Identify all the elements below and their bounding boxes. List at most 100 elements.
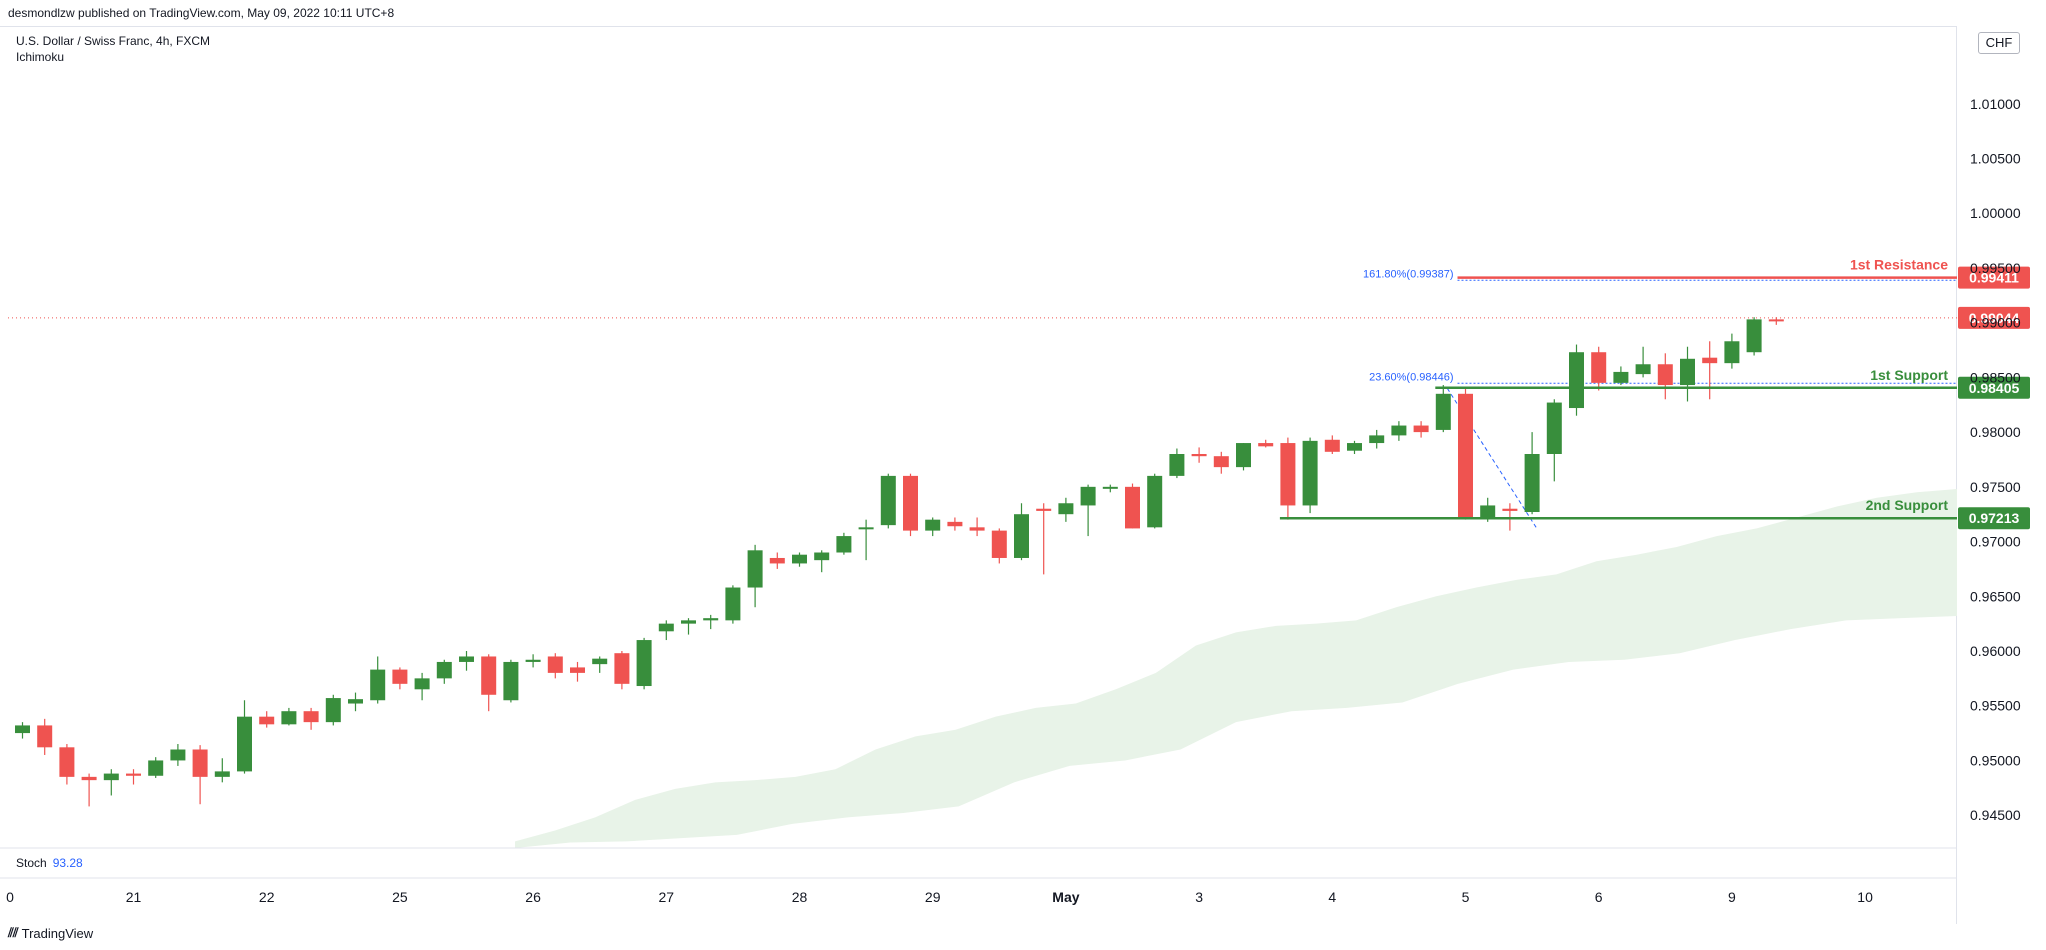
candle xyxy=(59,744,75,785)
candle-body xyxy=(1014,514,1029,558)
y-tick-label: 0.94500 xyxy=(1970,807,2021,823)
y-tick-label: 0.96000 xyxy=(1970,643,2021,659)
candle-body xyxy=(148,760,164,776)
candle xyxy=(814,550,830,573)
indicator-legend[interactable]: Ichimoku xyxy=(16,50,65,64)
candle xyxy=(903,473,918,537)
candle xyxy=(1546,399,1562,482)
candle-body xyxy=(547,656,563,673)
candle xyxy=(459,651,474,671)
candle xyxy=(37,718,53,755)
level-label: 1st Resistance xyxy=(1850,257,1948,273)
fib-lines: 161.80%(0.99387) 23.60%(0.98446) xyxy=(1363,268,1957,528)
footer-brand[interactable]: ⫽⫽ TradingView xyxy=(8,925,93,941)
candle-body xyxy=(1524,454,1540,513)
candle xyxy=(525,654,541,668)
stoch-value: 93.28 xyxy=(52,856,83,870)
candle xyxy=(1391,421,1407,441)
candle-body xyxy=(192,749,208,777)
x-tick-label: 21 xyxy=(126,889,142,905)
candle xyxy=(1524,432,1540,515)
candle-body xyxy=(1169,454,1185,476)
candle xyxy=(325,694,341,726)
candle-body xyxy=(1680,358,1695,386)
level-label: 2nd Support xyxy=(1866,497,1949,513)
candle-body xyxy=(614,653,630,684)
candle-body xyxy=(969,527,985,531)
candle xyxy=(769,552,785,569)
candle xyxy=(636,637,652,690)
candle-body xyxy=(991,530,1007,558)
candle-body xyxy=(792,554,807,564)
time-axis: 0 21 22 25 26 27 28 29 May 3 4 5 6 9 10 xyxy=(6,889,1873,905)
y-tick-label: 0.95500 xyxy=(1970,698,2021,714)
x-tick-label: 25 xyxy=(392,889,408,905)
x-tick-label: 3 xyxy=(1195,889,1203,905)
candle xyxy=(703,614,719,630)
candle xyxy=(214,758,230,783)
y-tick-label: 1.00500 xyxy=(1970,151,2021,167)
candle-body xyxy=(725,587,741,621)
candle xyxy=(1125,483,1140,529)
candle-body xyxy=(1213,456,1229,468)
candle xyxy=(481,654,497,712)
candle-body xyxy=(1546,402,1562,454)
candle xyxy=(1036,503,1052,575)
candle xyxy=(1191,447,1207,463)
symbol-legend[interactable]: U.S. Dollar / Swiss Franc, 4h, FXCM xyxy=(16,34,211,48)
candle xyxy=(1324,435,1340,454)
candle xyxy=(658,620,674,641)
candle xyxy=(1147,473,1163,529)
candle xyxy=(592,656,608,673)
candle-body xyxy=(1413,425,1429,433)
candle-body xyxy=(769,557,785,564)
x-tick-label: 4 xyxy=(1328,889,1336,905)
x-tick-label: 9 xyxy=(1728,889,1736,905)
candle xyxy=(303,707,319,730)
candle xyxy=(1591,346,1607,391)
candle-body xyxy=(858,527,874,530)
candle-body xyxy=(1746,319,1762,353)
price-chart[interactable]: 161.80%(0.99387) 23.60%(0.98446) 1st Resi… xyxy=(0,0,2046,924)
candle-body xyxy=(947,521,963,527)
published-caption: desmondlzw published on TradingView.com,… xyxy=(8,6,395,20)
currency-button[interactable]: CHF xyxy=(1978,32,2020,54)
candle-body xyxy=(1080,486,1096,506)
fib-label: 23.60%(0.98446) xyxy=(1369,371,1453,383)
candle-body xyxy=(681,620,696,624)
candle-body xyxy=(214,771,230,777)
candle xyxy=(969,517,985,537)
candle-body xyxy=(392,669,408,684)
candle xyxy=(170,744,186,766)
candle-body xyxy=(281,711,297,725)
candle xyxy=(148,757,164,778)
candle xyxy=(836,532,852,555)
candle xyxy=(792,552,807,567)
candle-body xyxy=(703,618,719,621)
candle xyxy=(436,659,452,684)
candle-body xyxy=(237,716,252,772)
candle xyxy=(1169,448,1185,479)
level-price-tag xyxy=(1958,266,2030,289)
stoch-legend[interactable]: Stoch 93.28 xyxy=(16,856,83,870)
y-tick-label: 0.96500 xyxy=(1970,588,2021,604)
candle xyxy=(1369,429,1385,449)
levels: 1st Resistance 0.99411 1st Support 0.98405 2… xyxy=(8,257,2030,530)
candle-body xyxy=(37,725,53,748)
candle xyxy=(570,661,585,682)
candles xyxy=(15,317,1784,807)
candle xyxy=(1213,451,1229,474)
candle xyxy=(281,707,297,726)
candle xyxy=(81,773,97,807)
level-price-text: 0.99411 xyxy=(1969,270,2019,286)
current-price-text: 0.99044 xyxy=(1969,310,2020,326)
candle-body xyxy=(903,475,918,531)
candle xyxy=(1768,317,1784,325)
candle xyxy=(1080,484,1096,537)
candle xyxy=(1413,421,1429,438)
candle-body xyxy=(925,519,941,531)
candle xyxy=(1613,366,1629,386)
candle xyxy=(126,769,141,785)
candle-body xyxy=(1435,393,1451,430)
candle-body xyxy=(747,550,763,588)
